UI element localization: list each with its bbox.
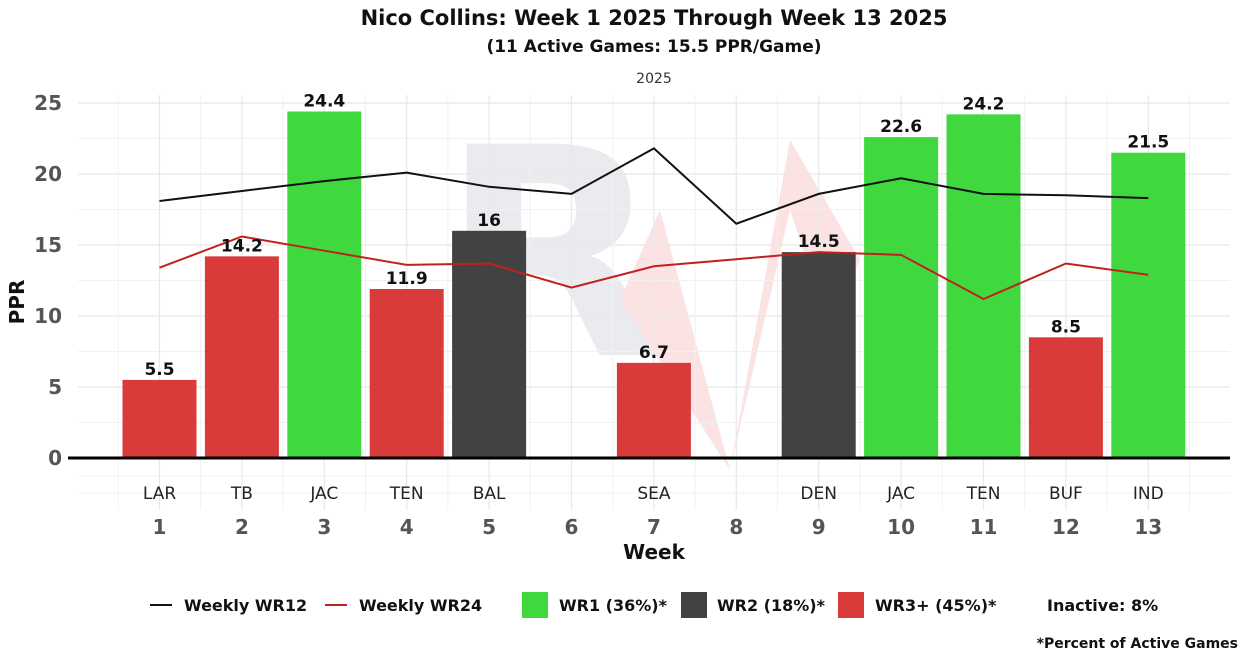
x-tick-label: 7 bbox=[647, 515, 661, 539]
data-label-week-4: 11.9 bbox=[386, 269, 428, 289]
opponent-label: TEN bbox=[966, 484, 1001, 504]
reference-lines bbox=[159, 147, 1149, 301]
chart-subtitle: (11 Active Games: 15.5 PPR/Game) bbox=[486, 37, 821, 57]
data-label-week-11: 24.2 bbox=[963, 94, 1005, 114]
y-tick-label: 0 bbox=[48, 446, 62, 470]
data-label-week-3: 24.4 bbox=[303, 92, 345, 112]
legend-wr2-swatch bbox=[681, 592, 707, 618]
bar-week-9 bbox=[781, 252, 856, 458]
opponent-label: TB bbox=[230, 484, 253, 504]
footnote: *Percent of Active Games bbox=[1037, 636, 1238, 652]
y-axis-title: PPR bbox=[5, 280, 29, 325]
data-label-week-1: 5.5 bbox=[144, 360, 174, 380]
x-tick-label: 5 bbox=[482, 515, 496, 539]
x-tick-label: 3 bbox=[317, 515, 331, 539]
legend-wr12-label: Weekly WR12 bbox=[184, 596, 307, 615]
series-line-wr12 bbox=[159, 147, 1149, 225]
legend-wr3-swatch bbox=[838, 592, 864, 618]
x-tick-label: 2 bbox=[235, 515, 249, 539]
data-label-week-2: 14.2 bbox=[221, 236, 263, 256]
bar-week-1 bbox=[122, 379, 197, 458]
y-axis: 0 5 10 15 20 25 bbox=[34, 91, 62, 470]
chart-title: Nico Collins: Week 1 2025 Through Week 1… bbox=[361, 6, 948, 30]
legend-wr2-label: WR2 (18%)* bbox=[717, 596, 826, 615]
x-tick-label: 8 bbox=[729, 515, 743, 539]
legend-wr3-label: WR3+ (45%)* bbox=[875, 596, 997, 615]
opponent-label: IND bbox=[1133, 484, 1164, 504]
x-tick-label: 6 bbox=[565, 515, 579, 539]
opponent-label: BUF bbox=[1049, 484, 1083, 504]
opponent-label: BAL bbox=[473, 484, 506, 504]
series-line-wr24 bbox=[159, 235, 1149, 301]
x-tick-label: 9 bbox=[812, 515, 826, 539]
data-label-week-5: 16 bbox=[477, 211, 501, 231]
data-label-week-13: 21.5 bbox=[1127, 133, 1169, 153]
bar-week-4 bbox=[369, 289, 444, 458]
x-tick-label: 12 bbox=[1052, 515, 1080, 539]
y-tick-label: 15 bbox=[34, 233, 62, 257]
opponent-label: JAC bbox=[309, 484, 338, 504]
x-tick-label: 1 bbox=[153, 515, 167, 539]
y-tick-label: 20 bbox=[34, 162, 62, 186]
facet-label: 2025 bbox=[636, 71, 672, 87]
y-tick-label: 5 bbox=[48, 375, 62, 399]
x-tick-label: 11 bbox=[970, 515, 998, 539]
opponent-label: DEN bbox=[800, 484, 837, 504]
bar-week-10 bbox=[864, 137, 939, 458]
y-tick-label: 10 bbox=[34, 304, 62, 328]
x-tick-label: 4 bbox=[400, 515, 414, 539]
bar-week-13 bbox=[1111, 152, 1186, 458]
bar-week-5 bbox=[452, 230, 527, 458]
data-label-week-9: 14.5 bbox=[798, 232, 840, 252]
x-tick-label: 13 bbox=[1134, 515, 1162, 539]
data-label-week-12: 8.5 bbox=[1051, 317, 1081, 337]
legend-wr1-label: WR1 (36%)* bbox=[559, 596, 668, 615]
y-tick-label: 25 bbox=[34, 91, 62, 115]
bar-week-3 bbox=[287, 111, 362, 459]
opponent-label: LAR bbox=[143, 484, 176, 504]
x-axis-title: Week bbox=[623, 540, 685, 564]
x-tick-label: 10 bbox=[887, 515, 915, 539]
bar-week-2 bbox=[204, 256, 279, 458]
legend-wr1-swatch bbox=[522, 592, 548, 618]
legend-wr24-label: Weekly WR24 bbox=[359, 596, 482, 615]
x-axis: 1 LAR 2 TB 3 JAC 4 TEN 5 BAL 6 7 SEA 8 9 DEN 10 JAC 11 TEN 1… bbox=[68, 456, 1230, 539]
data-label-week-7: 6.7 bbox=[639, 343, 669, 363]
legend-inactive-label: Inactive: 8% bbox=[1047, 596, 1158, 615]
data-labels: 5.5 14.2 24.4 11.9 16 6.7 14.5 22.6 24.2 8.5 21.5 bbox=[144, 92, 1169, 380]
opponent-label: JAC bbox=[886, 484, 915, 504]
data-label-week-10: 22.6 bbox=[880, 117, 922, 137]
opponent-label: TEN bbox=[389, 484, 424, 504]
bar-week-12 bbox=[1028, 337, 1103, 458]
bar-week-7 bbox=[616, 362, 691, 458]
legend: Weekly WR12 Weekly WR24 WR1 (36%)* WR2 (… bbox=[150, 592, 1158, 618]
opponent-label: SEA bbox=[637, 484, 671, 504]
